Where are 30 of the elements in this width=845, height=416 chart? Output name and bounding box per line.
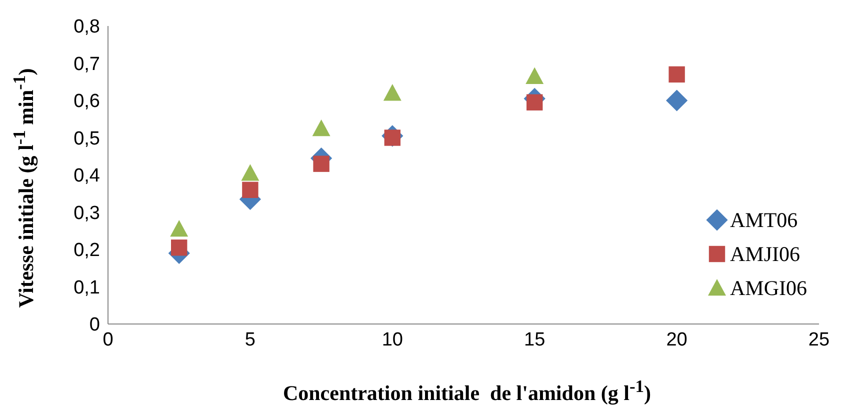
x-tick-label: 20 xyxy=(666,329,688,350)
point xyxy=(526,94,543,110)
y-tick-label: 0,7 xyxy=(74,54,100,75)
y-tick-label: 0,1 xyxy=(74,277,100,298)
point xyxy=(383,84,402,101)
y-tick-label: 0 xyxy=(89,314,100,336)
y-tick-label: 0,6 xyxy=(74,91,100,112)
point xyxy=(313,156,330,172)
point xyxy=(242,182,258,198)
point xyxy=(666,90,688,112)
legend-label: AMGI06 xyxy=(730,276,807,300)
legend-label: AMJI06 xyxy=(730,242,800,266)
y-tick-label: 0,3 xyxy=(74,202,100,224)
point xyxy=(526,67,544,84)
point xyxy=(170,220,188,237)
y-tick-label: 0,5 xyxy=(74,128,100,150)
y-tick-label: 0,8 xyxy=(74,16,100,38)
y-tick-label: 0,2 xyxy=(74,240,100,262)
x-tick-label: 10 xyxy=(382,329,403,350)
x-tick-label: 5 xyxy=(244,329,256,350)
x-tick-label: 0 xyxy=(102,329,114,350)
legend-label: AMT06 xyxy=(730,208,798,232)
x-tick-label: 25 xyxy=(808,329,830,350)
x-tick-label: 15 xyxy=(524,329,546,350)
point xyxy=(171,240,188,256)
point xyxy=(668,66,685,83)
point xyxy=(312,119,330,136)
y-tick-label: 0,4 xyxy=(74,166,100,187)
point xyxy=(241,164,260,181)
x-axis-title: Concentration initiale de l'amidon (g l$^{-1}$) xyxy=(282,376,652,406)
